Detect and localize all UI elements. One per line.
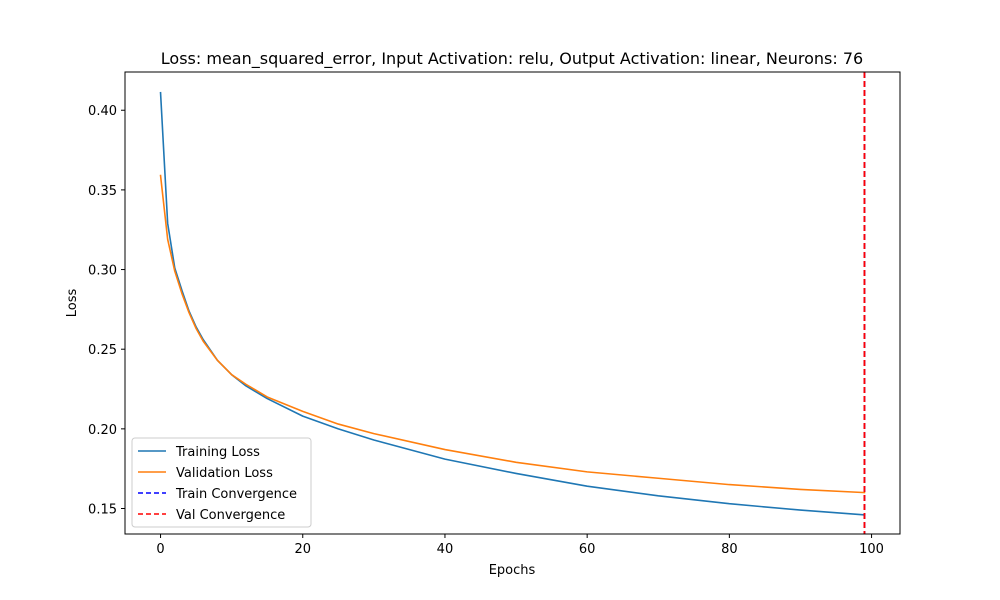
x-tick-label: 60 [579, 542, 596, 557]
chart-title: Loss: mean_squared_error, Input Activati… [161, 49, 863, 69]
x-axis: 0 20 40 60 80 100 [156, 534, 884, 557]
y-tick-label: 0.40 [88, 104, 117, 119]
series-line-training-loss [159, 91, 866, 516]
x-tick-label: 100 [859, 542, 884, 557]
legend-label: Validation Loss [176, 466, 273, 481]
legend: Training Loss Validation Loss Train Conver… [131, 437, 312, 528]
y-tick-label: 0.25 [88, 343, 117, 358]
x-tick-label: 40 [437, 542, 454, 557]
y-axis-label: Loss [65, 289, 80, 318]
y-tick-label: 0.20 [88, 423, 117, 438]
y-tick-label: 0.30 [88, 264, 117, 279]
legend-label: Train Convergence [175, 487, 297, 502]
plot-area [159, 72, 866, 534]
x-tick-label: 80 [721, 542, 738, 557]
legend-label: Val Convergence [176, 508, 285, 523]
legend-box [131, 437, 312, 528]
legend-label: Training Loss [175, 445, 260, 460]
x-tick-label: 20 [294, 542, 311, 557]
x-axis-label: Epochs [489, 563, 536, 578]
series-line-validation-loss [159, 174, 866, 494]
axes-frame [124, 71, 901, 535]
y-tick-label: 0.35 [88, 184, 117, 199]
y-tick-label: 0.15 [88, 503, 117, 518]
y-axis: 0.15 0.20 0.25 0.30 0.35 0.40 [88, 104, 125, 518]
x-tick-label: 0 [156, 542, 164, 557]
